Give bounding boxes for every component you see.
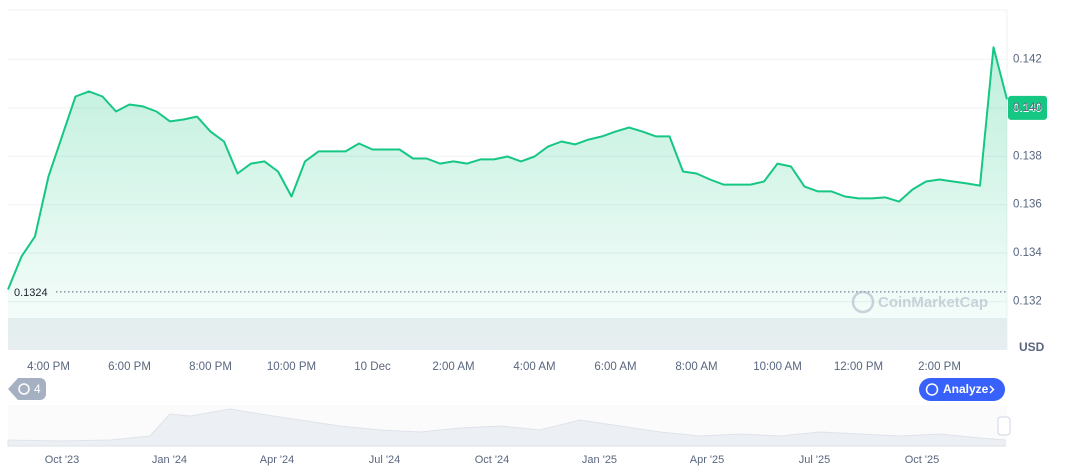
x-tick-label: 2:00 AM (432, 361, 474, 373)
price-area (8, 47, 1007, 351)
x-tick-label: 6:00 AM (594, 361, 636, 373)
plot-layer: 0.1324 0.140 (7, 46, 1047, 351)
unit-label: USD (1019, 340, 1045, 354)
history-badge[interactable] (8, 378, 46, 400)
navigator-label: Apr '24 (260, 454, 295, 466)
y-tick-label: 0.132 (1013, 296, 1042, 308)
analyze-label[interactable]: Analyze (943, 382, 989, 396)
navigator-label: Oct '23 (45, 454, 80, 466)
x-tick-label: 12:00 PM (834, 361, 883, 373)
analyze-button[interactable]: Analyze (919, 378, 1005, 401)
navigator-area (7, 408, 1006, 447)
y-tick-label: 0.138 (1013, 150, 1042, 162)
analyze-icon (925, 383, 939, 396)
y-tick-label: 0.142 (1013, 53, 1042, 65)
history-button[interactable]: 4 (8, 378, 46, 400)
x-tick-label: 4:00 PM (27, 361, 70, 373)
x-tick-label: 2:00 PM (918, 361, 961, 373)
watermark-text: CoinMarketCap (878, 294, 988, 311)
watermark-logo (851, 290, 875, 314)
last-price-label: 0.140 (1013, 103, 1042, 115)
x-tick-label: 8:00 AM (675, 361, 717, 373)
price-line (7, 46, 1008, 290)
x-tick-label: 8:00 PM (189, 361, 232, 373)
navigator-label: Oct '25 (905, 454, 940, 466)
navigator-label: Jan '24 (152, 454, 187, 466)
navigator-label: Jan '25 (582, 454, 617, 466)
x-tick-label: 10 Dec (354, 361, 391, 373)
analyze-chevron (989, 385, 995, 394)
reference-label: 0.1324 (14, 287, 48, 299)
x-tick-label: 10:00 AM (753, 361, 802, 373)
y-tick-label: 0.140 (1013, 102, 1042, 114)
navigator (7, 405, 1011, 447)
last-price-badge (1008, 95, 1047, 120)
history-icon (18, 383, 30, 395)
watermark: CoinMarketCap (851, 290, 988, 314)
x-tick-label: 4:00 AM (513, 361, 555, 373)
navigator-label: Apr '25 (690, 454, 725, 466)
x-tick-label: 10:00 PM (267, 361, 316, 373)
navigator-label: Oct '24 (475, 454, 510, 466)
y-tick-label: 0.136 (1013, 199, 1042, 211)
navigator-labels: Oct '23 Jan '24 Apr '24 Jul '24 Oct '24 Jan '… (45, 454, 940, 466)
y-tick-label: 0.134 (1013, 247, 1042, 259)
analyze-pill[interactable] (919, 378, 1005, 401)
navigator-label: Jul '24 (369, 454, 400, 466)
x-tick-label: 6:00 PM (108, 361, 151, 373)
navigator-label: Jul '25 (799, 454, 830, 466)
navigator-handle[interactable] (997, 416, 1011, 436)
history-count[interactable]: 4 (34, 382, 41, 396)
